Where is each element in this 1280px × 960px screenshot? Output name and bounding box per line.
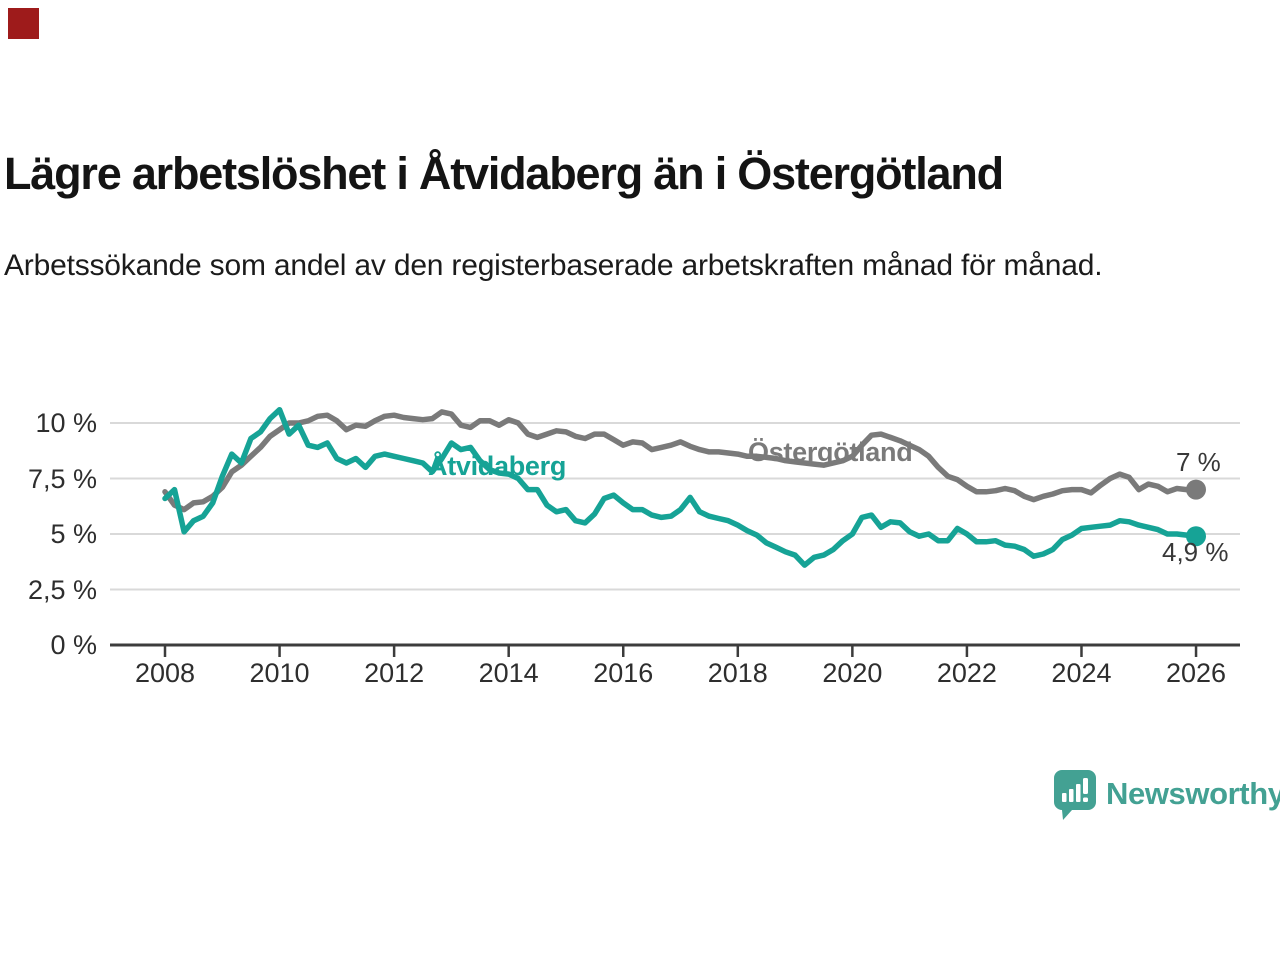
brand-corner-mark bbox=[8, 8, 39, 39]
x-axis-label: 2022 bbox=[936, 658, 997, 688]
series-end-dot bbox=[1186, 526, 1206, 547]
page-title: Lägre arbetslöshet i Åtvidaberg än i Öst… bbox=[4, 148, 1004, 199]
y-axis-label: 10 % bbox=[35, 408, 97, 438]
x-axis-label: 2020 bbox=[822, 658, 883, 688]
x-axis-label: 2008 bbox=[134, 658, 196, 688]
x-axis-label: 2014 bbox=[478, 658, 539, 688]
y-axis-label: 5 % bbox=[50, 519, 97, 549]
x-axis-label: 2012 bbox=[364, 658, 425, 688]
y-axis-label: 0 % bbox=[50, 630, 97, 660]
red-square-icon bbox=[8, 8, 39, 39]
series-end-value-label: 4,9 % bbox=[1162, 537, 1229, 567]
x-axis-label: 2018 bbox=[707, 658, 768, 688]
x-axis-label: 2010 bbox=[249, 658, 310, 688]
x-axis-label: 2024 bbox=[1051, 658, 1112, 688]
series-line bbox=[162, 406, 1199, 568]
series-label: Åtvidaberg bbox=[428, 451, 567, 481]
page-subtitle: Arbetssökande som andel av den registerb… bbox=[4, 249, 1103, 282]
y-axis-label: 7,5 % bbox=[27, 463, 97, 494]
y-axis-label: 2,5 % bbox=[27, 574, 97, 605]
x-axis-label: 2026 bbox=[1165, 658, 1227, 688]
x-axis-label: 2016 bbox=[593, 658, 654, 688]
newsworthy-bubble-chart-icon bbox=[1054, 770, 1096, 820]
series-end-value-label: 7 % bbox=[1176, 447, 1221, 477]
newsworthy-logo[interactable]: Newsworthy bbox=[1054, 770, 1280, 822]
series-end-dot bbox=[1186, 479, 1206, 500]
newsworthy-logo-text: Newsworthy bbox=[1106, 776, 1280, 811]
series-line bbox=[162, 409, 1199, 513]
series-label: Östergötland bbox=[748, 437, 913, 467]
